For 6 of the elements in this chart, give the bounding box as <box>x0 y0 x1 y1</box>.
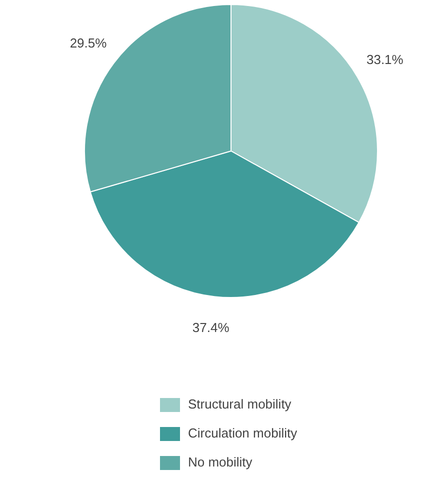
data-label: 29.5% <box>70 35 108 50</box>
legend-label: Circulation mobility <box>188 426 298 441</box>
data-label: 33.1% <box>366 52 404 68</box>
legend-label: Structural mobility <box>188 396 292 412</box>
data-label: 37.4% <box>192 320 230 335</box>
legend-label: No mobility <box>188 454 253 470</box>
